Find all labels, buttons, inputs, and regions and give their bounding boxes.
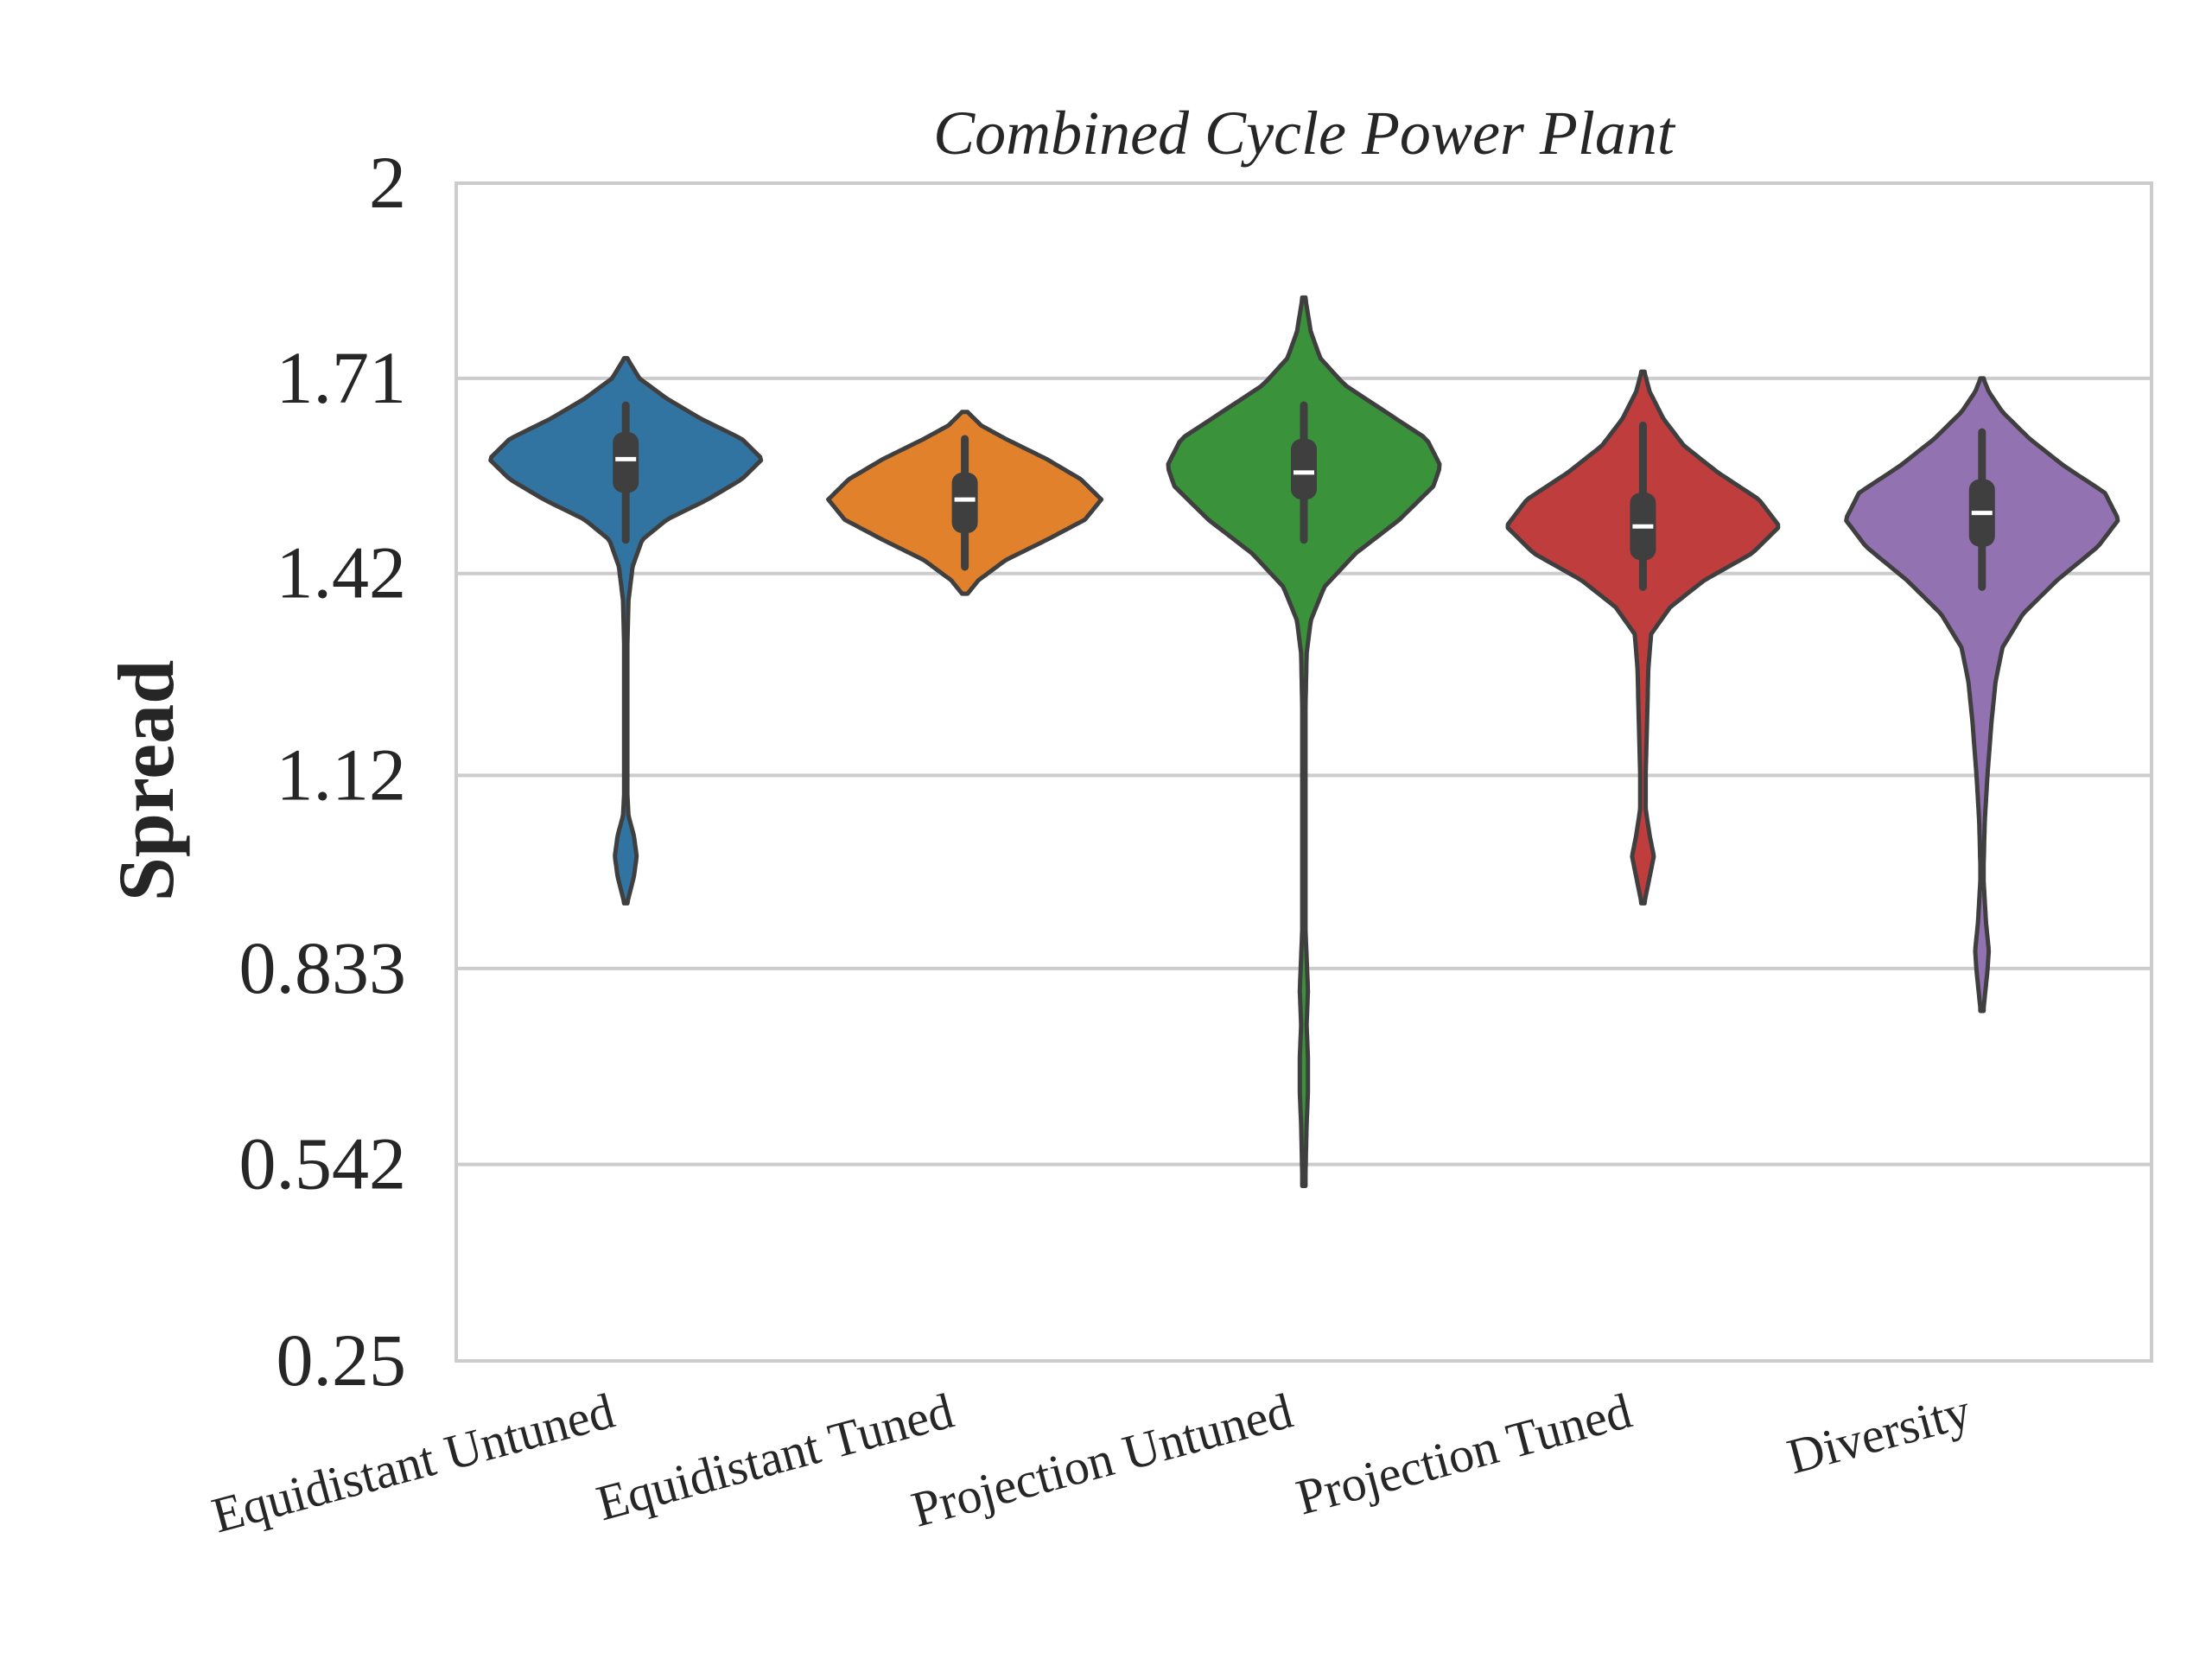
violin-body bbox=[488, 356, 764, 906]
x-tick-label: Equidistant Untuned bbox=[207, 1382, 620, 1544]
x-tick-label: Equidistant Tuned bbox=[591, 1382, 959, 1531]
x-tick-label: Projection Untuned bbox=[906, 1382, 1298, 1538]
violin-equidistant-untuned bbox=[488, 356, 764, 906]
iqr-box bbox=[1291, 438, 1317, 500]
violin-body bbox=[1166, 295, 1442, 1188]
violin-projection-tuned bbox=[1505, 369, 1781, 906]
y-tick-label: 0.542 bbox=[239, 1122, 407, 1205]
iqr-box bbox=[951, 472, 978, 534]
violin-body bbox=[1505, 369, 1781, 906]
x-tick-label: Projection Tuned bbox=[1291, 1382, 1637, 1526]
y-tick-label: 0.833 bbox=[239, 926, 407, 1009]
y-tick-label: 2 bbox=[369, 141, 406, 224]
y-tick-labels: 0.25 0.542 0.833 1.12 1.42 1.71 2 bbox=[239, 141, 407, 1402]
violin-diversity bbox=[1844, 376, 2120, 1014]
x-tick-label: Diversity bbox=[1782, 1382, 1976, 1485]
violin-projection-untuned bbox=[1166, 295, 1442, 1188]
y-tick-label: 1.71 bbox=[276, 336, 407, 419]
plot-frame bbox=[454, 181, 2153, 1363]
violin-body bbox=[1844, 376, 2120, 1014]
y-tick-label: 1.42 bbox=[276, 531, 407, 614]
violins bbox=[488, 295, 2120, 1188]
y-tick-label: 1.12 bbox=[276, 733, 407, 816]
violin-equidistant-tuned bbox=[826, 410, 1104, 596]
y-tick-label: 0.25 bbox=[276, 1319, 407, 1402]
y-axis-label: Spread bbox=[102, 660, 190, 902]
chart-title: Combined Cycle Power Plant bbox=[933, 99, 1676, 168]
iqr-box bbox=[613, 432, 639, 493]
